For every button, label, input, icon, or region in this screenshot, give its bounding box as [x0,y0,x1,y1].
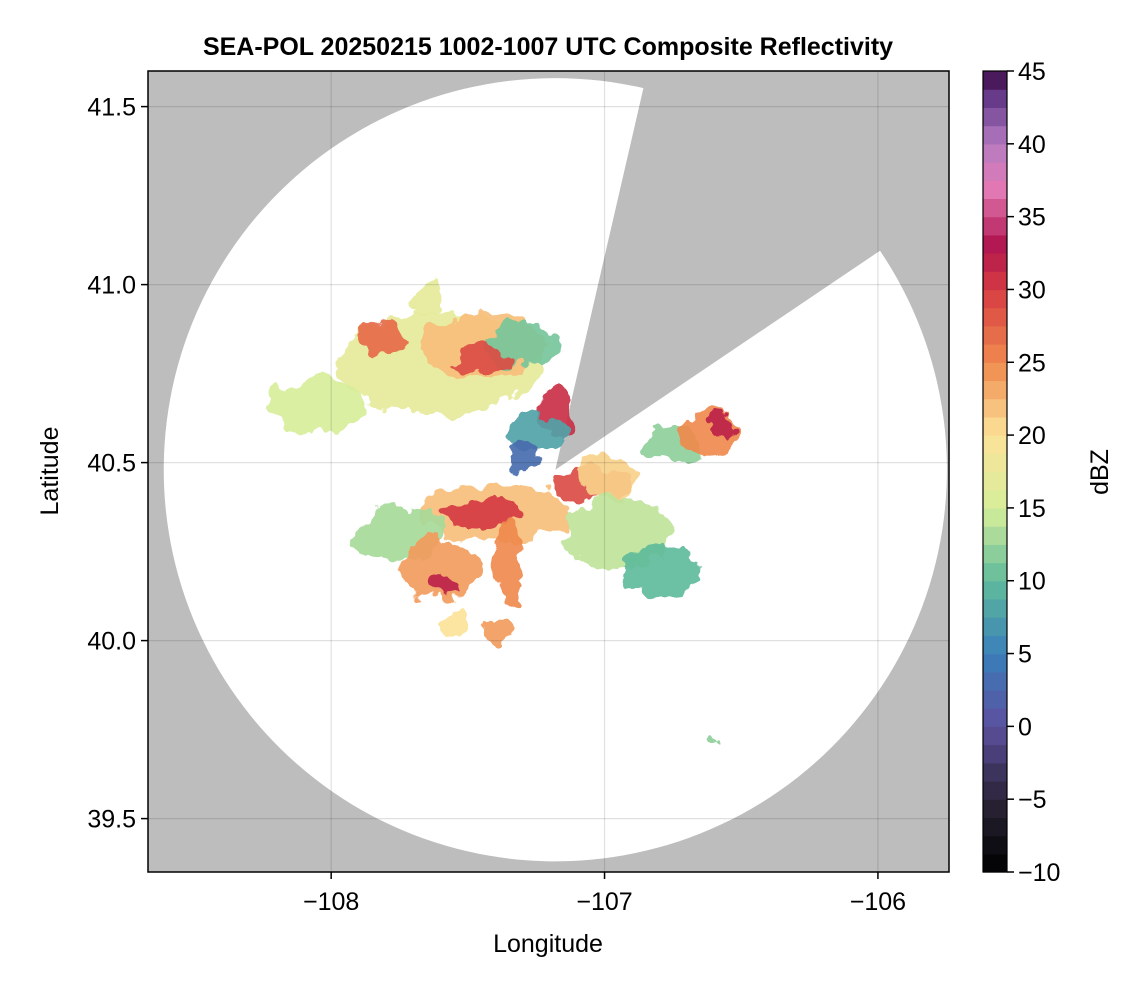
colorbar-level [983,726,1007,746]
colorbar-tick-label: 45 [1018,58,1046,86]
echo-region [454,338,509,374]
echo-region [495,519,523,606]
colorbar-level [983,453,1007,473]
colorbar-level [983,507,1007,527]
colorbar-tick-label: 40 [1018,131,1046,159]
colorbar-level [983,380,1007,400]
colorbar-level [983,362,1007,382]
colorbar-level [983,562,1007,582]
colorbar-tick-label: −10 [1018,859,1060,887]
echo-region [358,320,403,356]
colorbar-level [983,271,1007,291]
echo-region [440,608,468,638]
colorbar-level [983,307,1007,327]
colorbar-level [983,762,1007,782]
colorbar-level [983,344,1007,363]
y-tick-label: 39.5 [87,806,136,834]
echo-region [481,619,520,641]
colorbar-level [983,471,1007,491]
echo-region [268,377,367,435]
colorbar-level [983,689,1007,709]
colorbar-level [983,598,1007,618]
x-tick-label: −106 [850,888,906,916]
colorbar-level [983,416,1007,436]
radar-coverage-disk [163,78,947,862]
x-axis: −108 −107 −106 [303,872,906,916]
echo-region [432,576,460,598]
grid-lines [148,71,949,872]
chart-title: SEA-POL 20250215 1002-1007 UTC Composite… [203,33,893,61]
colorbar-level [983,580,1007,600]
colorbar-level [983,853,1007,873]
colorbar-tick-label: 10 [1018,568,1046,596]
colorbar-level [983,435,1007,454]
colorbar-level [983,325,1007,345]
colorbar-label: dBZ [1086,449,1114,495]
colorbar: −10 −5 0 5 10 15 20 25 30 35 40 45 [982,58,1060,887]
echo-region [402,537,479,602]
y-axis: 39.5 40.0 40.5 41.0 41.5 [87,94,148,834]
colorbar-level [983,526,1007,545]
echo-region [410,288,444,317]
y-tick-label: 40.0 [87,628,136,656]
echo-region [437,498,526,527]
echo-region [620,544,698,595]
colorbar-level [983,216,1007,236]
colorbar-level [983,653,1007,673]
echo-layer [268,288,736,744]
colorbar-level [983,671,1007,691]
echo-region [711,736,717,744]
colorbar-frame [982,70,1008,873]
colorbar-level [983,143,1007,163]
colorbar-level [983,89,1007,109]
colorbar-level [983,817,1007,837]
y-tick-label: 41.5 [87,94,136,122]
colorbar-level [983,398,1007,418]
colorbar-tick-label: 35 [1018,204,1046,232]
y-tick-label: 41.0 [87,272,136,300]
x-tick-label: −108 [303,888,359,916]
echo-region [577,448,632,506]
colorbar-level [983,489,1007,509]
x-axis-label: Longitude [493,930,603,958]
colorbar-tick-label: −5 [1018,786,1047,814]
colorbar-level [983,162,1007,181]
y-axis-label: Latitude [36,427,64,516]
colorbar-level [983,744,1007,764]
colorbar-level [983,708,1007,727]
colorbar-tick-label: 20 [1018,422,1046,450]
colorbar-level [983,799,1007,818]
y-tick-label: 40.5 [87,450,136,478]
colorbar-tick-label: 25 [1018,349,1046,377]
colorbar-level [983,780,1007,800]
echo-region [708,416,731,438]
echo-region [506,441,539,470]
colorbar-level [983,125,1007,145]
colorbar-level [983,198,1007,218]
x-tick-label: −107 [576,888,632,916]
colorbar-level [983,289,1007,309]
colorbar-level [983,617,1007,636]
colorbar-level [983,71,1007,90]
colorbar-level [983,544,1007,564]
colorbar-level [983,253,1007,272]
colorbar-tick-label: 15 [1018,495,1046,523]
colorbar-tick-label: 0 [1018,713,1032,741]
colorbar-tick-label: 30 [1018,276,1046,304]
echo-region [681,412,736,456]
colorbar-level [983,180,1007,200]
colorbar-tick-label: 5 [1018,641,1032,669]
colorbar-level [983,835,1007,855]
colorbar-level [983,234,1007,254]
colorbar-level [983,107,1007,127]
plot-area [148,71,949,872]
plot-frame [147,70,950,873]
colorbar-level [983,635,1007,655]
